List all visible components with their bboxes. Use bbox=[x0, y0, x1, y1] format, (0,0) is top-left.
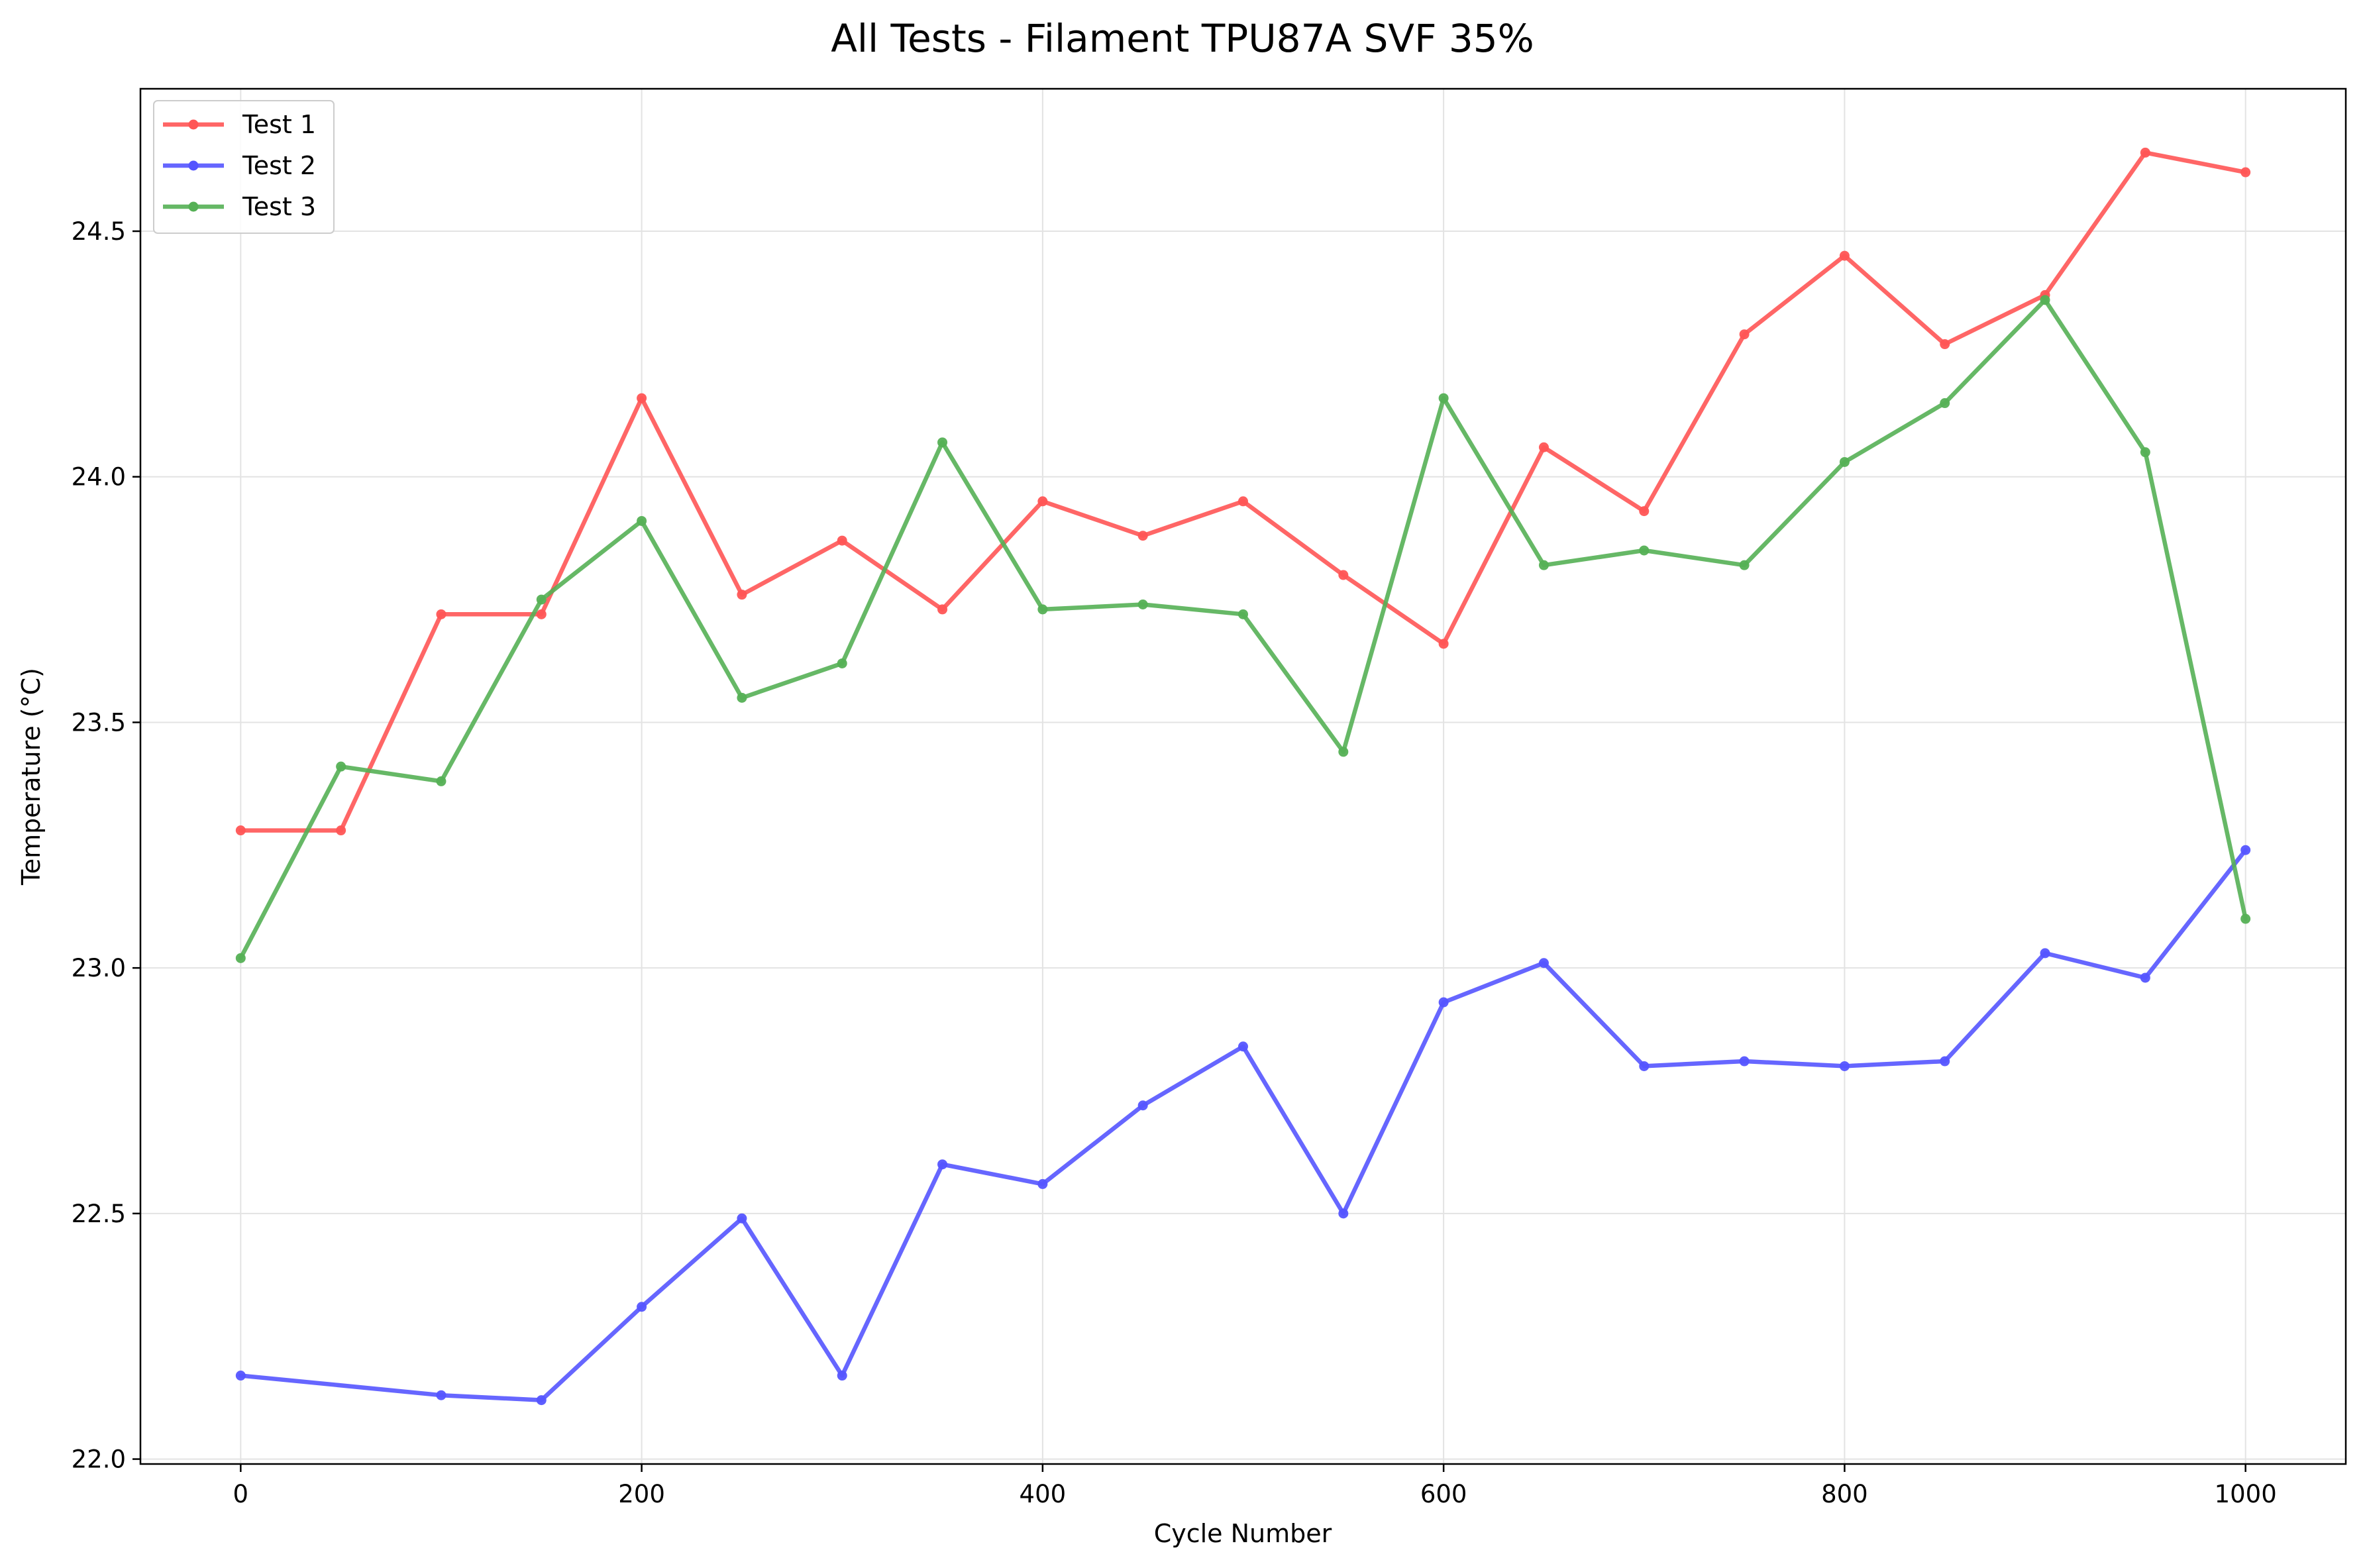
series-line bbox=[238, 847, 2248, 1402]
data-point bbox=[1338, 1208, 1349, 1219]
data-point bbox=[1639, 1061, 1650, 1071]
series-line bbox=[238, 150, 2248, 833]
series-1 bbox=[235, 147, 2251, 836]
data-point bbox=[737, 1213, 747, 1224]
legend: Test 1 Test 2 Test 3 bbox=[153, 100, 335, 234]
legend-label: Test 1 bbox=[242, 110, 316, 139]
data-point bbox=[2040, 295, 2050, 305]
x-tick-label: 1000 bbox=[2215, 1480, 2277, 1508]
data-point bbox=[1238, 609, 1248, 619]
data-point bbox=[637, 1302, 647, 1312]
legend-entry-2: Test 2 bbox=[163, 151, 316, 180]
data-point bbox=[1037, 496, 1048, 507]
data-point bbox=[1739, 560, 1750, 570]
data-point bbox=[1137, 600, 1148, 609]
data-point bbox=[837, 1371, 847, 1381]
y-tick-label: 24.0 bbox=[72, 463, 126, 492]
data-point bbox=[2140, 147, 2150, 158]
legend-label: Test 2 bbox=[242, 151, 316, 180]
data-point bbox=[1940, 1056, 1950, 1067]
data-point bbox=[1639, 506, 1650, 517]
x-axis-label: Cycle Number bbox=[1154, 1519, 1332, 1548]
data-point bbox=[2140, 447, 2150, 458]
data-point bbox=[1338, 747, 1349, 757]
series-3 bbox=[235, 295, 2251, 963]
y-axis-label: Temperature (°C) bbox=[17, 668, 46, 886]
series-layer bbox=[235, 147, 2251, 1406]
data-point bbox=[1839, 1061, 1850, 1071]
data-point bbox=[436, 1390, 447, 1400]
x-tick-label: 800 bbox=[1821, 1480, 1868, 1508]
data-point bbox=[235, 1371, 246, 1381]
y-tick-label: 22.5 bbox=[72, 1200, 126, 1228]
data-point bbox=[1438, 393, 1449, 403]
x-tick-label: 600 bbox=[1420, 1480, 1467, 1508]
data-point bbox=[937, 437, 948, 448]
legend-marker bbox=[188, 119, 199, 130]
data-point bbox=[536, 594, 547, 605]
data-point bbox=[1940, 398, 1950, 409]
data-point bbox=[1538, 560, 1549, 570]
data-point bbox=[536, 609, 547, 619]
data-point bbox=[637, 393, 647, 403]
data-point bbox=[1037, 604, 1048, 615]
data-point bbox=[436, 609, 447, 619]
data-point bbox=[1037, 1178, 1048, 1189]
data-point bbox=[1739, 1056, 1750, 1067]
data-point bbox=[1639, 545, 1650, 556]
data-point bbox=[336, 761, 346, 772]
x-tick-label: 0 bbox=[233, 1480, 249, 1508]
data-point bbox=[837, 658, 847, 668]
legend-marker bbox=[188, 160, 199, 171]
data-point bbox=[1538, 958, 1549, 968]
y-tick-label: 23.5 bbox=[72, 708, 126, 737]
legend-entry-3: Test 3 bbox=[163, 192, 316, 221]
data-point bbox=[837, 535, 847, 546]
data-point bbox=[2040, 948, 2050, 959]
data-point bbox=[1940, 339, 1950, 350]
data-point bbox=[235, 953, 246, 963]
data-point bbox=[2240, 914, 2251, 924]
data-point bbox=[1338, 570, 1349, 580]
axis-ticks: 0 200 400 600 800 1000 22.0 22.5 23.0 23.5 24.0 24.… bbox=[72, 217, 2277, 1508]
legend-label: Test 3 bbox=[242, 192, 316, 221]
y-tick-label: 22.0 bbox=[72, 1445, 126, 1474]
data-point bbox=[336, 825, 346, 836]
legend-marker bbox=[188, 201, 199, 212]
data-point bbox=[1438, 997, 1449, 1008]
data-point bbox=[737, 590, 747, 600]
data-point bbox=[2140, 972, 2150, 983]
y-tick-label: 23.0 bbox=[72, 954, 126, 982]
plot-frame bbox=[139, 87, 2347, 1465]
data-point bbox=[937, 1159, 948, 1170]
x-tick-label: 200 bbox=[618, 1480, 665, 1508]
data-point bbox=[1238, 1041, 1248, 1052]
series-2 bbox=[235, 845, 2251, 1406]
data-point bbox=[937, 604, 948, 615]
data-point bbox=[1137, 1100, 1148, 1111]
data-point bbox=[1839, 456, 1850, 467]
chart-title: All Tests - Filament TPU87A SVF 35% bbox=[831, 16, 1534, 61]
legend-frame bbox=[153, 100, 335, 234]
data-point bbox=[1839, 250, 1850, 261]
data-point bbox=[536, 1395, 547, 1406]
x-tick-label: 400 bbox=[1020, 1480, 1067, 1508]
y-tick-label: 24.5 bbox=[72, 217, 126, 246]
data-point bbox=[1137, 531, 1148, 541]
grid-lines bbox=[140, 89, 2346, 1464]
legend-entry-1: Test 1 bbox=[163, 110, 316, 139]
data-point bbox=[2240, 167, 2251, 178]
data-point bbox=[436, 776, 447, 786]
data-point bbox=[2240, 845, 2251, 855]
data-point bbox=[1538, 442, 1549, 452]
data-point bbox=[1238, 496, 1248, 507]
data-point bbox=[737, 692, 747, 703]
data-point bbox=[637, 515, 647, 526]
data-point bbox=[1438, 639, 1449, 649]
data-point bbox=[235, 825, 246, 836]
data-point bbox=[1739, 329, 1750, 340]
